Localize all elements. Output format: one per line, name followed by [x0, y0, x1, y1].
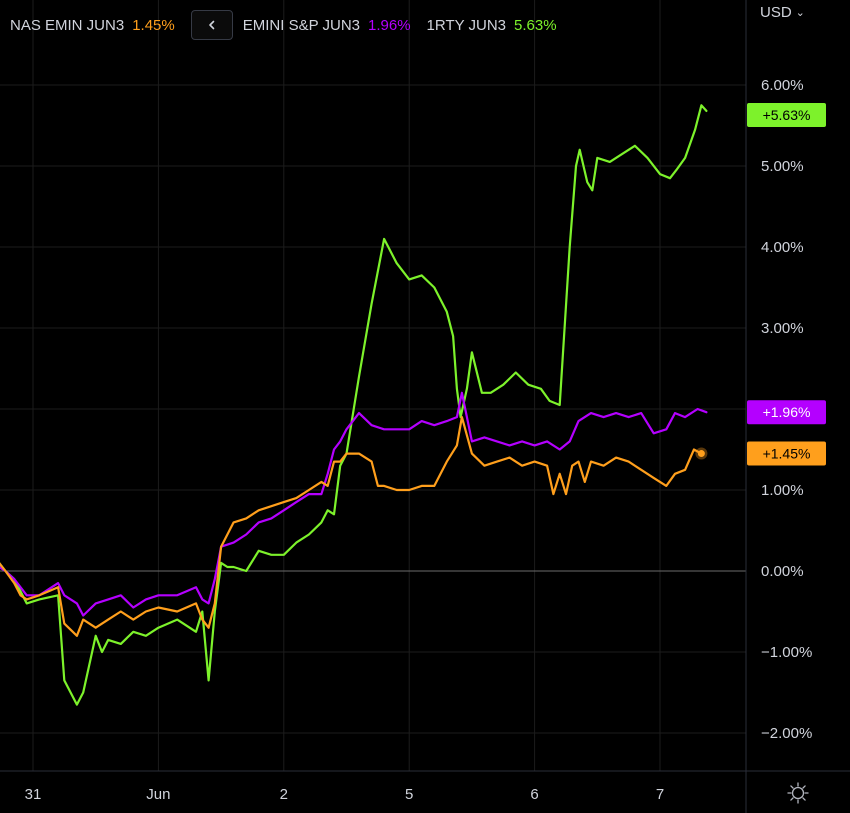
- x-tick-label: Jun: [146, 786, 170, 803]
- y-tick-label: 4.00%: [761, 239, 804, 256]
- legend-item-nas[interactable]: NAS EMIN JUN3 1.45%: [10, 17, 175, 34]
- price-axis[interactable]: 6.00% 5.00% 4.00% 3.00% 1.00% 0.00% −1.00% −2.0…: [761, 77, 812, 742]
- last-value-badge: [747, 102, 826, 127]
- x-tick-label: 7: [656, 786, 664, 803]
- last-value-badge: [747, 400, 826, 425]
- legend-item-sp[interactable]: EMINI S&P JUN3 1.96%: [243, 17, 411, 34]
- y-tick-label: −2.00%: [761, 725, 812, 742]
- y-tick-label: 0.00%: [761, 563, 804, 580]
- currency-selector[interactable]: USD ⌄: [760, 4, 805, 21]
- x-tick-label: 2: [280, 786, 288, 803]
- x-tick-label: 5: [405, 786, 413, 803]
- last-value-text: +1.96%: [763, 404, 811, 420]
- y-tick-label: −1.00%: [761, 644, 812, 661]
- legend-series-value: 1.96%: [368, 16, 411, 34]
- collapse-legend-button[interactable]: [190, 10, 233, 40]
- gear-icon[interactable]: [786, 781, 810, 805]
- series-line: [0, 104, 708, 706]
- legend: NAS EMIN JUN3 1.45% EMINI S&P JUN3 1.96%…: [10, 10, 573, 40]
- legend-series-name: 1RTY JUN3: [426, 16, 507, 34]
- y-tick-label: 6.00%: [761, 77, 804, 94]
- legend-series-name: EMINI S&P JUN3: [242, 16, 360, 34]
- y-tick-label: 5.00%: [761, 158, 804, 175]
- x-tick-label: 6: [530, 786, 538, 803]
- legend-series-value: 1.45%: [132, 16, 175, 34]
- last-value-text: +5.63%: [763, 107, 811, 123]
- chevron-left-icon: [208, 20, 215, 30]
- currency-label: USD: [760, 4, 792, 21]
- x-tick-label: 31: [25, 786, 42, 803]
- grid: [0, 0, 746, 771]
- last-point-marker: [697, 450, 705, 458]
- time-axis[interactable]: 31 Jun 2 5 6 7: [25, 786, 665, 803]
- last-value-badge: [747, 441, 826, 466]
- last-value-text: +1.45%: [763, 446, 811, 462]
- series-line: [0, 416, 703, 637]
- legend-item-rty[interactable]: 1RTY JUN3 5.63%: [427, 17, 557, 34]
- series-layer: [0, 104, 708, 706]
- series-line: [0, 391, 708, 617]
- y-tick-label: 1.00%: [761, 482, 804, 499]
- chevron-down-icon: ⌄: [795, 7, 805, 19]
- legend-series-name: NAS EMIN JUN3: [10, 16, 125, 34]
- y-tick-label: 3.00%: [761, 320, 804, 337]
- last-value-labels: +5.63% +1.96% +1.45%: [747, 102, 826, 466]
- legend-series-value: 5.63%: [514, 16, 557, 34]
- gear-icon-graphic: [787, 782, 809, 804]
